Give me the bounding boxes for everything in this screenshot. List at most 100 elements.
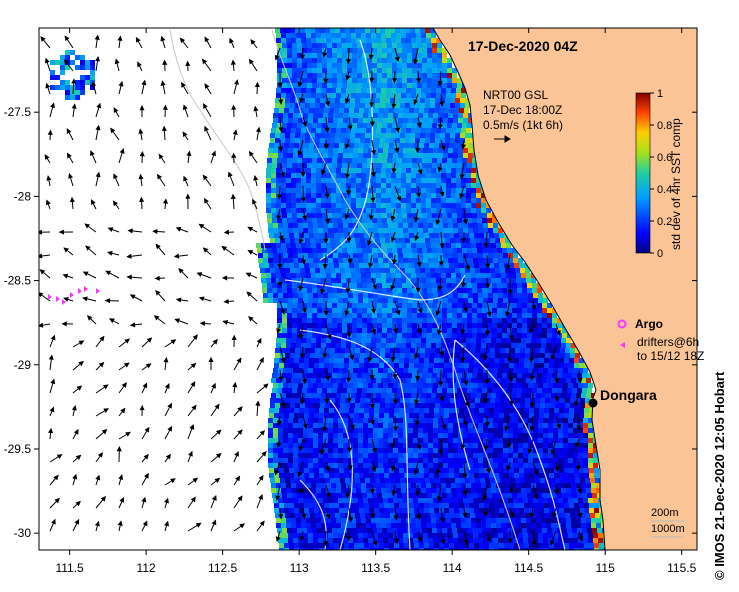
sst-cell bbox=[381, 273, 386, 278]
sst-cell bbox=[458, 463, 463, 468]
sst-cell bbox=[389, 233, 394, 238]
sst-cell bbox=[366, 278, 371, 283]
sst-cell bbox=[463, 438, 468, 443]
sst-cell bbox=[321, 193, 326, 198]
sst-cell bbox=[324, 413, 329, 418]
sst-cell bbox=[443, 118, 448, 123]
sst-cell bbox=[353, 113, 358, 118]
sst-cell bbox=[312, 48, 317, 53]
sst-cell bbox=[359, 468, 364, 473]
sst-cell bbox=[472, 283, 477, 288]
sst-cell bbox=[491, 273, 496, 278]
sst-cell bbox=[528, 298, 533, 303]
sst-cell bbox=[404, 233, 409, 238]
sst-cell bbox=[508, 458, 513, 463]
sst-cell bbox=[347, 318, 352, 323]
sst-cell bbox=[397, 43, 402, 48]
sst-cell bbox=[551, 343, 556, 348]
sst-cell bbox=[361, 183, 366, 188]
sst-cell bbox=[355, 398, 360, 403]
sst-cell bbox=[367, 48, 372, 53]
sst-cell bbox=[348, 463, 353, 468]
sst-cell bbox=[306, 338, 311, 343]
sst-cell bbox=[488, 448, 493, 453]
sst-cell bbox=[317, 53, 322, 58]
sst-cell bbox=[537, 333, 542, 338]
sst-cell bbox=[448, 433, 453, 438]
sst-cell bbox=[453, 228, 458, 233]
sst-cell bbox=[292, 313, 297, 318]
sst-cell bbox=[442, 388, 447, 393]
sst-cell bbox=[340, 403, 345, 408]
sst-cell bbox=[490, 478, 495, 483]
sst-cell bbox=[565, 348, 570, 353]
sst-cell bbox=[562, 493, 567, 498]
sst-cell bbox=[431, 378, 436, 383]
sst-cell bbox=[465, 353, 470, 358]
sst-cell bbox=[312, 318, 317, 323]
sst-cell bbox=[472, 303, 477, 308]
sst-cell bbox=[583, 368, 588, 373]
sst-cell bbox=[297, 323, 302, 328]
sst-cell bbox=[543, 383, 548, 388]
sst-cell bbox=[473, 368, 478, 373]
sst-cell bbox=[424, 468, 429, 473]
sst-cell bbox=[402, 328, 407, 333]
sst-cell bbox=[318, 223, 323, 228]
sst-cell bbox=[435, 348, 440, 353]
sst-cell bbox=[418, 118, 423, 123]
sst-cell bbox=[537, 388, 542, 393]
sst-cell bbox=[557, 388, 562, 393]
sst-cell bbox=[403, 448, 408, 453]
sst-cell bbox=[357, 313, 362, 318]
sst-cell bbox=[277, 68, 282, 73]
sst-cell bbox=[380, 133, 385, 138]
sst-cell bbox=[558, 453, 563, 458]
sst-cell bbox=[518, 498, 523, 503]
sst-cell bbox=[371, 183, 376, 188]
sst-cell bbox=[453, 253, 458, 258]
sst-cell bbox=[374, 108, 379, 113]
sst-cell bbox=[363, 463, 368, 468]
sst-cell bbox=[445, 138, 450, 143]
sst-cell bbox=[428, 368, 433, 373]
sst-cell bbox=[358, 463, 363, 468]
sst-cell bbox=[466, 198, 471, 203]
sst-cell bbox=[503, 463, 508, 468]
sst-cell bbox=[538, 463, 543, 468]
sst-cell bbox=[488, 293, 493, 298]
sst-cell bbox=[542, 373, 547, 378]
sst-cell bbox=[293, 298, 298, 303]
sst-cell bbox=[408, 118, 413, 123]
sst-cell bbox=[290, 348, 295, 353]
sst-cell bbox=[331, 178, 336, 183]
sst-cell bbox=[321, 33, 326, 38]
sst-cell bbox=[359, 108, 364, 113]
sst-cell bbox=[366, 393, 371, 398]
sst-cell bbox=[340, 398, 345, 403]
sst-cell bbox=[532, 308, 537, 313]
sst-cell bbox=[395, 398, 400, 403]
sst-cell bbox=[493, 418, 498, 423]
sst-cell bbox=[273, 433, 278, 438]
sst-cell bbox=[359, 233, 364, 238]
sst-cell bbox=[432, 493, 437, 498]
sst-cell bbox=[475, 353, 480, 358]
sst-cell bbox=[288, 463, 293, 468]
sst-cell bbox=[361, 203, 366, 208]
sst-cell bbox=[589, 408, 594, 413]
sst-cell bbox=[557, 328, 562, 333]
sst-cell bbox=[564, 358, 569, 363]
sst-cell bbox=[422, 248, 427, 253]
sst-cell bbox=[415, 98, 420, 103]
sst-cell bbox=[426, 278, 431, 283]
sst-cell bbox=[593, 453, 598, 458]
sst-cell bbox=[566, 378, 571, 383]
sst-cell bbox=[541, 343, 546, 348]
sst-cell bbox=[366, 128, 371, 133]
sst-cell bbox=[288, 433, 293, 438]
sst-cell bbox=[435, 103, 440, 108]
sst-cell bbox=[308, 113, 313, 118]
sst-cell bbox=[363, 458, 368, 463]
sst-cell bbox=[458, 293, 463, 298]
